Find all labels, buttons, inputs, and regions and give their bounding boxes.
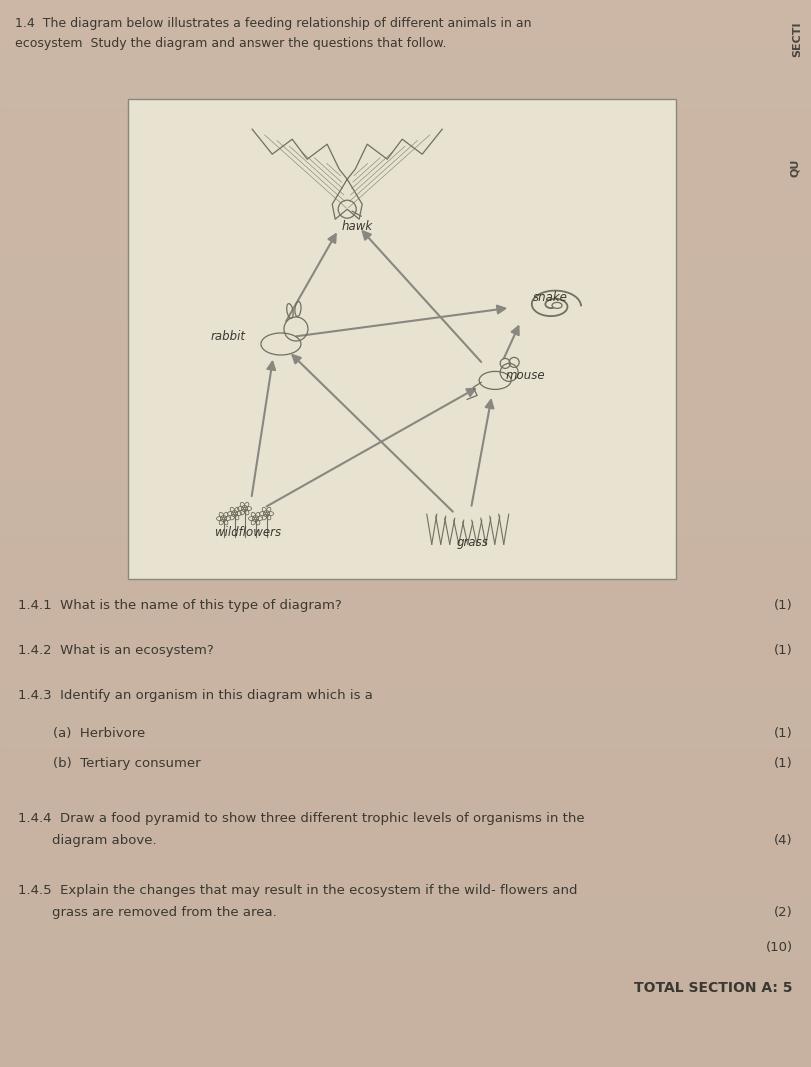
Text: wildflowers: wildflowers — [215, 526, 281, 539]
Bar — [0, 906, 811, 960]
Text: 1.4  The diagram below illustrates a feeding relationship of different animals i: 1.4 The diagram below illustrates a feed… — [15, 17, 531, 30]
Text: ecosystem  Study the diagram and answer the questions that follow.: ecosystem Study the diagram and answer t… — [15, 37, 446, 50]
Bar — [0, 586, 811, 640]
Bar — [0, 372, 811, 427]
Text: hawk: hawk — [341, 220, 372, 233]
Text: mouse: mouse — [504, 369, 544, 382]
Bar — [0, 746, 811, 800]
Text: (b)  Tertiary consumer: (b) Tertiary consumer — [53, 757, 200, 770]
Text: (10): (10) — [765, 941, 792, 954]
Text: rabbit: rabbit — [210, 331, 245, 344]
Text: diagram above.: diagram above. — [18, 834, 157, 847]
Text: grass are removed from the area.: grass are removed from the area. — [18, 906, 277, 919]
Text: (1): (1) — [774, 757, 792, 770]
Text: 1.4.1  What is the name of this type of diagram?: 1.4.1 What is the name of this type of d… — [18, 599, 341, 612]
Text: (1): (1) — [774, 727, 792, 740]
Text: QU: QU — [789, 159, 799, 177]
Text: 1.4.2  What is an ecosystem?: 1.4.2 What is an ecosystem? — [18, 644, 213, 657]
Bar — [0, 159, 811, 213]
Bar — [0, 799, 811, 854]
Bar — [0, 319, 811, 373]
Bar — [0, 479, 811, 534]
Text: (1): (1) — [774, 644, 792, 657]
Text: (2): (2) — [774, 906, 792, 919]
Text: grass: grass — [457, 536, 488, 548]
Text: 1.4.4  Draw a food pyramid to show three different trophic levels of organisms i: 1.4.4 Draw a food pyramid to show three … — [18, 812, 584, 825]
Text: TOTAL SECTION A: 5: TOTAL SECTION A: 5 — [633, 981, 792, 996]
Text: SECTI: SECTI — [791, 21, 801, 57]
Bar — [0, 106, 811, 160]
Text: snake: snake — [532, 291, 567, 304]
Bar — [0, 212, 811, 267]
Bar — [0, 692, 811, 747]
Bar — [0, 959, 811, 1014]
Text: (a)  Herbivore: (a) Herbivore — [53, 727, 145, 740]
Text: (4): (4) — [774, 834, 792, 847]
Text: 1.4.3  Identify an organism in this diagram which is a: 1.4.3 Identify an organism in this diagr… — [18, 689, 372, 702]
Bar — [0, 639, 811, 694]
Text: (1): (1) — [774, 599, 792, 612]
Bar — [0, 426, 811, 480]
Bar — [0, 266, 811, 320]
Bar — [0, 1013, 811, 1067]
Bar — [0, 532, 811, 587]
Text: 1.4.5  Explain the changes that may result in the ecosystem if the wild- flowers: 1.4.5 Explain the changes that may resul… — [18, 883, 577, 897]
Bar — [0, 853, 811, 907]
Bar — [0, 0, 811, 53]
Bar — [0, 52, 811, 107]
Bar — [128, 99, 676, 579]
